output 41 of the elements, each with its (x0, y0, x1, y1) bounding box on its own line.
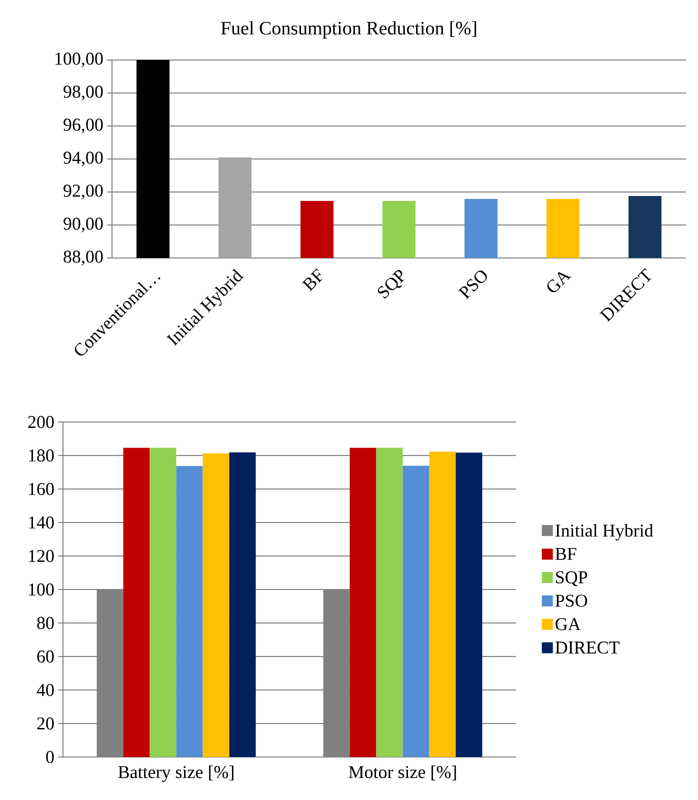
y-tick-label: 96,00 (64, 118, 103, 134)
y-tick-label: 0 (46, 750, 54, 764)
y-tick-label: 80 (37, 616, 54, 630)
bar (229, 452, 256, 757)
y-tick-label: 180 (29, 449, 54, 462)
legend-label: PSO (555, 594, 588, 607)
y-tick-label: 160 (29, 482, 54, 496)
bar (429, 452, 456, 757)
x-tick-label: PSO (458, 270, 487, 300)
bar (456, 452, 482, 757)
y-tick-label: 40 (36, 684, 54, 696)
y-tick-label: 20 (37, 717, 54, 730)
y-tick-label: 94,00 (64, 152, 103, 166)
bar (350, 448, 376, 757)
bar (402, 466, 430, 757)
x-tick-label: GA (547, 272, 572, 292)
bar (376, 448, 403, 757)
y-tick-label: 200 (28, 416, 54, 428)
y-tick-label: 90,00 (64, 218, 103, 232)
legend-label: GA (556, 618, 581, 630)
legend-label: Initial Hybrid (555, 524, 654, 540)
x-tick-label: Motor size [%] (348, 766, 456, 780)
bar (123, 448, 150, 757)
x-tick-label: BF (302, 268, 322, 292)
x-tick-label: SQP (378, 270, 404, 299)
bar (150, 448, 176, 757)
legend-label: BF (555, 548, 576, 560)
y-tick-label: 60 (37, 650, 54, 663)
y-tick-label: 120 (29, 550, 54, 562)
x-tick-label: Battery size [%] (118, 766, 234, 782)
y-tick-label: 88,00 (64, 250, 103, 266)
y-tick-label: 98,00 (64, 86, 103, 100)
bar (176, 466, 203, 757)
bar (202, 453, 230, 757)
legend-label: SQP (556, 571, 588, 586)
y-tick-label: 140 (29, 516, 54, 529)
legend-label: DIRECT (555, 642, 620, 654)
y-tick-label: 92,00 (64, 184, 103, 200)
y-tick-label: 100,00 (56, 52, 103, 68)
chart-title: Fuel Consumption Reduction [%] (221, 21, 476, 38)
y-tick-label: 100 (29, 583, 54, 596)
